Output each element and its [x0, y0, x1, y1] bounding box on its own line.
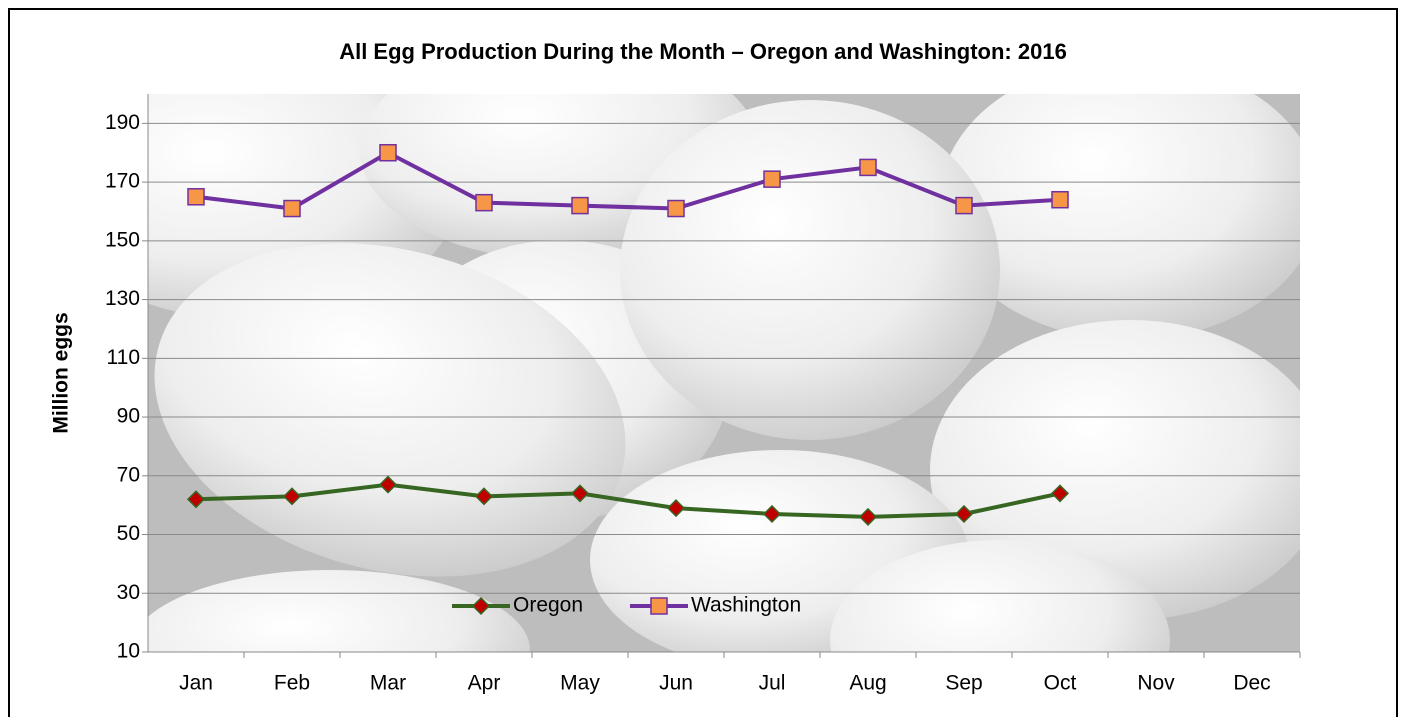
x-tick-label: Dec — [1233, 672, 1270, 695]
y-axis-label: Million eggs — [50, 312, 73, 433]
data-point — [764, 171, 780, 187]
data-point — [476, 195, 492, 211]
legend-label: Oregon — [513, 594, 583, 617]
data-point — [668, 201, 684, 217]
data-point — [1052, 192, 1068, 208]
x-tick-label: Feb — [274, 672, 310, 695]
y-tick-label: 50 — [117, 522, 140, 545]
y-tick-label: 170 — [105, 170, 140, 193]
legend-label: Washington — [691, 594, 801, 617]
x-tick-label: Oct — [1044, 672, 1077, 695]
y-tick-label: 10 — [117, 640, 140, 663]
data-point — [860, 159, 876, 175]
page: {"chart_data": {"type": "line", "title":… — [0, 0, 1406, 717]
chart: All Egg Production During the Month – Or… — [0, 0, 1406, 717]
chart-title: All Egg Production During the Month – Or… — [339, 39, 1067, 64]
data-point — [956, 198, 972, 214]
y-tick-label: 130 — [105, 287, 140, 310]
plot-background — [40, 40, 1330, 717]
y-tick-label: 110 — [107, 346, 140, 369]
y-tick-label: 70 — [117, 463, 140, 486]
x-tick-label: Jul — [759, 672, 786, 695]
y-tick-label: 90 — [117, 405, 140, 428]
x-tick-label: May — [560, 672, 600, 695]
x-tick-label: Sep — [945, 672, 982, 695]
x-tick-label: Jan — [179, 672, 213, 695]
x-tick-label: Aug — [849, 672, 886, 695]
x-tick-label: Apr — [468, 672, 501, 695]
legend-marker — [651, 598, 667, 614]
x-tick-label: Mar — [370, 672, 406, 695]
y-tick-label: 150 — [105, 228, 140, 251]
data-point — [188, 189, 204, 205]
data-point — [572, 198, 588, 214]
data-point — [284, 201, 300, 217]
x-tick-label: Nov — [1137, 672, 1175, 695]
y-tick-label: 30 — [117, 581, 140, 604]
y-tick-label: 190 — [105, 111, 140, 134]
x-tick-label: Jun — [659, 672, 693, 695]
data-point — [380, 145, 396, 161]
